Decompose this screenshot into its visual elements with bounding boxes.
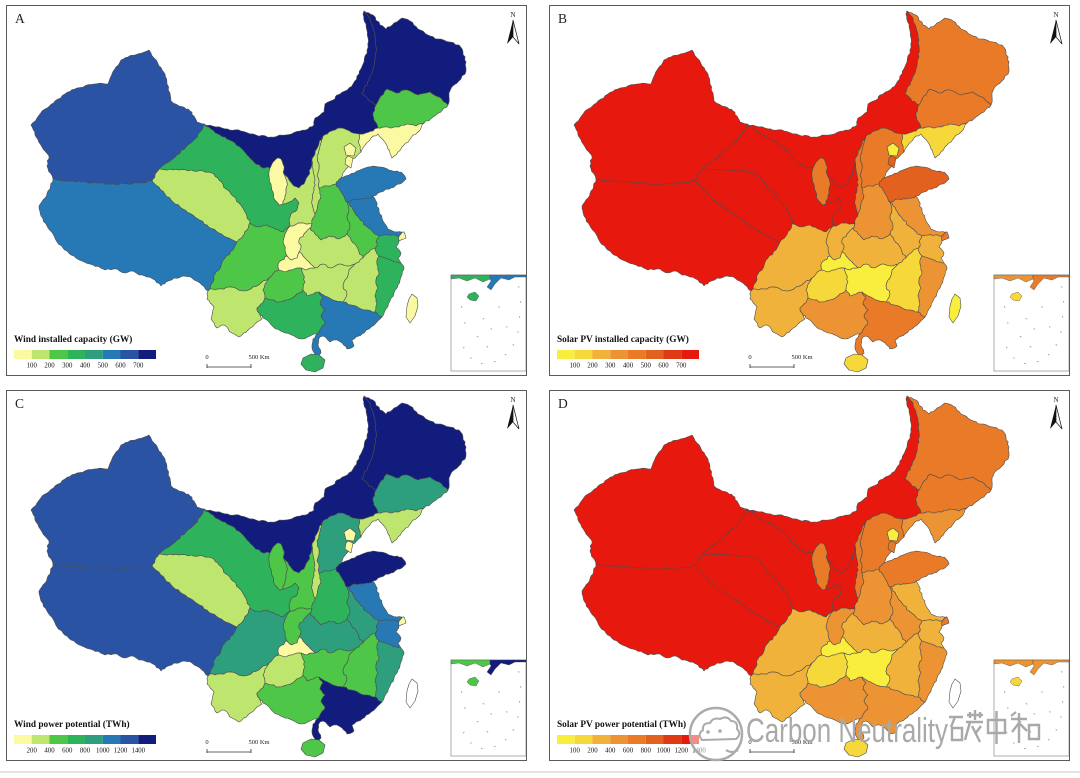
svg-text:500 Km: 500 Km [791,354,812,361]
svg-text:N: N [1053,11,1058,19]
svg-text:500 Km: 500 Km [248,354,269,361]
svg-text:200: 200 [27,748,38,755]
svg-text:0: 0 [205,354,208,361]
svg-text:1200: 1200 [114,748,128,755]
svg-text:800: 800 [80,748,91,755]
svg-text:800: 800 [641,748,652,755]
svg-text:400: 400 [44,748,55,755]
svg-text:Solar PV power potential (TWh): Solar PV power potential (TWh) [557,719,686,730]
svg-text:300: 300 [62,363,73,370]
svg-text:N: N [1053,396,1058,404]
svg-text:600: 600 [62,748,73,755]
svg-text:D: D [558,396,568,411]
svg-text:C: C [15,396,24,411]
svg-text:A: A [15,11,25,26]
svg-text:200: 200 [44,363,55,370]
svg-text:1000: 1000 [96,748,110,755]
svg-text:1400: 1400 [131,748,145,755]
svg-text:500: 500 [98,363,109,370]
svg-text:700: 700 [676,363,687,370]
svg-text:700: 700 [133,363,144,370]
svg-text:Carbon Neutrality: Carbon Neutrality [746,712,948,750]
svg-text:1000: 1000 [657,748,671,755]
svg-text:500 Km: 500 Km [248,739,269,746]
svg-text:0: 0 [205,739,208,746]
svg-text:400: 400 [80,363,91,370]
svg-text:200: 200 [587,748,598,755]
svg-text:100: 100 [570,748,581,755]
svg-text:B: B [558,11,567,26]
svg-text:400: 400 [623,363,634,370]
svg-text:N: N [510,11,515,19]
svg-text:400: 400 [605,748,616,755]
svg-text:0: 0 [748,354,751,361]
svg-text:Wind power potential (TWh): Wind power potential (TWh) [14,719,130,730]
svg-text:300: 300 [605,363,616,370]
svg-text:Wind installed capacity (GW): Wind installed capacity (GW) [14,334,132,345]
svg-text:0: 0 [748,739,751,746]
svg-text:100: 100 [27,363,38,370]
svg-text:600: 600 [115,363,126,370]
svg-text:100: 100 [570,363,581,370]
svg-text:600: 600 [623,748,634,755]
svg-text:N: N [510,396,515,404]
svg-text:500 Km: 500 Km [791,739,812,746]
svg-text:600: 600 [658,363,669,370]
svg-text:500: 500 [641,363,652,370]
svg-text:200: 200 [587,363,598,370]
svg-text:1200: 1200 [674,748,688,755]
svg-text:Solar PV installed capacity (G: Solar PV installed capacity (GW) [557,334,689,345]
